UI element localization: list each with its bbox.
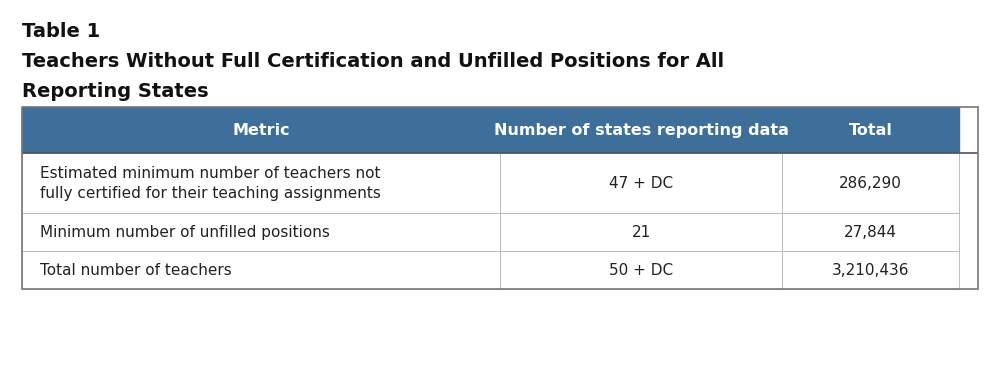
- Text: 21: 21: [631, 225, 651, 240]
- Bar: [782, 153, 959, 214]
- Bar: [22, 214, 500, 251]
- Bar: [500, 107, 782, 153]
- Bar: [500, 153, 782, 214]
- Text: Minimum number of unfilled positions: Minimum number of unfilled positions: [40, 225, 330, 240]
- Bar: [500, 251, 782, 289]
- Bar: [782, 251, 959, 289]
- Text: Estimated minimum number of teachers not
fully certified for their teaching assi: Estimated minimum number of teachers not…: [40, 166, 381, 201]
- Text: Total number of teachers: Total number of teachers: [40, 263, 232, 278]
- Bar: [22, 214, 978, 251]
- Text: Reporting States: Reporting States: [22, 82, 209, 101]
- Text: 50 + DC: 50 + DC: [609, 263, 673, 278]
- Text: Table 1: Table 1: [22, 22, 100, 41]
- Bar: [22, 251, 500, 289]
- Bar: [782, 107, 959, 153]
- Bar: [500, 214, 782, 251]
- Text: 3,210,436: 3,210,436: [832, 263, 909, 278]
- Bar: [782, 214, 959, 251]
- Text: Total: Total: [849, 123, 892, 138]
- Bar: [22, 107, 500, 153]
- Text: 47 + DC: 47 + DC: [609, 176, 673, 191]
- Bar: [22, 153, 500, 214]
- Bar: [22, 107, 978, 289]
- Bar: [22, 153, 978, 214]
- Text: 286,290: 286,290: [839, 176, 902, 191]
- Text: Teachers Without Full Certification and Unfilled Positions for All: Teachers Without Full Certification and …: [22, 52, 724, 71]
- Bar: [22, 251, 978, 289]
- Text: Metric: Metric: [232, 123, 290, 138]
- Text: 27,844: 27,844: [844, 225, 897, 240]
- Text: Number of states reporting data: Number of states reporting data: [494, 123, 788, 138]
